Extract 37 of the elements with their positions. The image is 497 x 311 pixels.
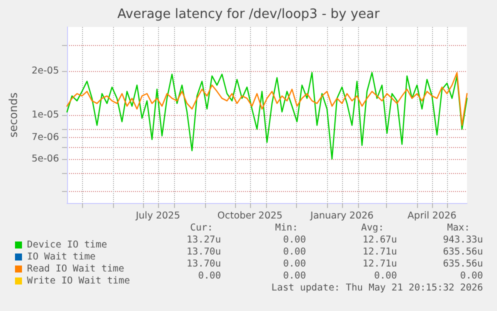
text: 13.70u [186,258,221,270]
text: 0.00 [283,234,306,246]
y-tick-label: 7e-06 [32,132,59,144]
text: Cur: [190,222,213,234]
text: Avg: [361,222,384,234]
x-tick-label: July 2025 [134,210,180,222]
y-axis-title: seconds [7,92,20,138]
text: 12.71u [362,258,397,270]
text: 0.00 [283,246,306,258]
chart-title: Average latency for /dev/loop3 - by year [117,7,380,22]
text: Last update: Thu May 21 20:15:32 2026 [271,282,484,294]
text: 0.00 [198,270,222,282]
legend-label: Write IO Wait time [27,276,130,286]
y-tick-label: 1e-05 [32,110,59,120]
text: 13.70u [186,246,221,258]
y-tick-label: 2e-05 [32,66,59,76]
line-series [66,72,468,160]
text: 0.00 [283,258,306,270]
text: 635.56u [442,258,483,270]
x-tick-label: October 2025 [217,210,283,222]
text: 13.27u [186,234,221,246]
text: 12.71u [362,246,397,258]
x-tick-label: April 2026 [408,210,456,222]
legend-label: Read IO Wait time [27,264,125,274]
x-tick-label: January 2026 [309,210,374,222]
text: 0.00 [460,270,484,282]
text: 635.56u [442,246,483,258]
text: Min: [275,222,298,234]
y-tick-label: 5e-06 [32,154,59,164]
text: Max: [447,222,470,234]
text: 0.00 [283,270,306,282]
text: 0.00 [374,270,398,282]
line-series [66,72,468,126]
legend-label: IO Wait time [27,252,96,262]
text: 943.33u [442,234,483,246]
text: 12.67u [362,234,397,246]
legend-label: Device IO time [27,240,108,250]
